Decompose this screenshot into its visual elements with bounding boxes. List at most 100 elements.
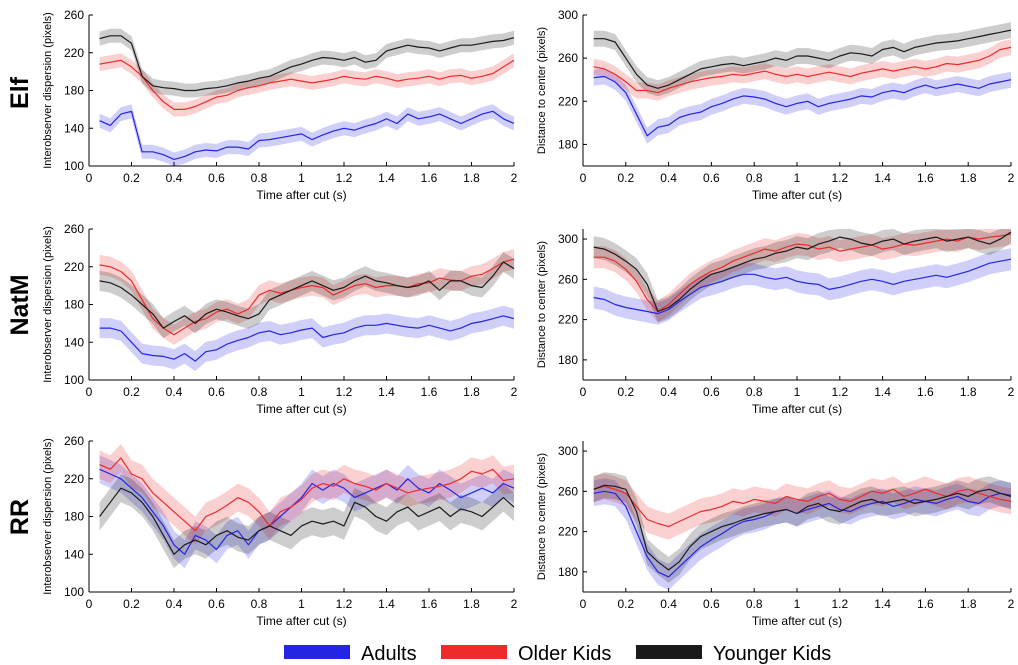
x-tick-label: 0.2 [123,385,140,399]
x-tick-label: 1.2 [336,385,353,399]
x-axis-label: Time after cut (s) [256,188,346,202]
y-tick-label: 260 [64,8,84,22]
y-tick-label: 220 [64,46,84,60]
y-axis-label: Distance to center (pixels) [536,241,548,368]
x-tick-label: 0.4 [660,385,677,399]
x-tick-label: 1.8 [960,385,977,399]
x-tick-label: 1.2 [831,385,848,399]
x-tick-label: 1.4 [378,597,395,611]
x-tick-label: 1.4 [874,385,891,399]
x-axis-label: Time after cut (s) [752,614,842,628]
x-tick-label: 0.4 [660,597,677,611]
y-tick-label: 100 [64,373,84,387]
x-tick-label: 1.6 [421,171,438,185]
band-adults [99,305,514,372]
x-tick-label: 1.6 [421,385,438,399]
x-tick-label: 0.6 [208,597,225,611]
legend-label-older-kids: Older Kids [518,643,611,665]
x-tick-label: 0.8 [746,597,763,611]
x-tick-label: 0 [580,385,587,399]
y-tick-label: 220 [64,472,84,486]
x-tick-label: 1.4 [874,597,891,611]
legend-swatch-younger-kids [636,645,702,659]
y-tick-label: 180 [64,84,84,98]
y-tick-label: 220 [64,260,84,274]
y-tick-label: 220 [558,525,578,539]
y-tick-label: 260 [64,434,84,448]
band-adults [593,248,1011,325]
y-tick-label: 140 [64,547,84,561]
x-tick-label: 0 [86,597,93,611]
x-tick-label: 1 [298,171,305,185]
x-tick-label: 1.4 [378,385,395,399]
series-line-adults [99,468,515,555]
x-tick-label: 0 [86,385,93,399]
x-tick-label: 0.8 [251,597,268,611]
x-tick-label: 2 [511,171,518,185]
series-line-younger-kids [99,261,515,329]
chart-panel-2: 0 0.2 0.4 0.6 0.8 1 1.2 1.4 1.6 1.8 2 180 220 260 300 T… [536,8,1015,202]
y-axis-label: Interobserver dispersion (pixels) [42,12,54,169]
x-tick-label: 0.2 [123,171,140,185]
legend-label-adults: Adults [361,643,417,665]
y-tick-label: 100 [64,159,84,173]
y-tick-label: 260 [558,484,578,498]
y-tick-label: 220 [558,94,578,108]
x-tick-label: 1.8 [960,597,977,611]
x-tick-label: 1.6 [917,385,934,399]
y-tick-label: 180 [558,565,578,579]
x-tick-label: 1 [794,385,801,399]
x-tick-label: 1.2 [336,171,353,185]
chart-panel-6: 0 0.2 0.4 0.6 0.8 1 1.2 1.4 1.6 1.8 2 180 220 260 300 T… [536,441,1015,628]
x-axis-label: Time after cut (s) [256,614,346,628]
x-tick-label: 1 [794,171,801,185]
y-axis-label: Interobserver dispersion (pixels) [42,438,54,595]
band-adults [593,478,1011,590]
series-line-younger-kids [593,231,1012,313]
x-tick-label: 2 [1008,597,1015,611]
x-tick-label: 1.8 [463,597,480,611]
x-tick-label: 0.6 [208,385,225,399]
series-line-younger-kids [593,484,1012,571]
series-line-adults [593,258,1012,315]
x-tick-label: 0.8 [746,171,763,185]
x-tick-label: 0.4 [166,171,183,185]
series-line-adults [99,110,515,160]
x-tick-label: 1.8 [463,171,480,185]
y-tick-label: 180 [558,137,578,151]
y-tick-label: 180 [558,353,578,367]
series-line-older-kids [593,485,1012,528]
series-line-older-kids [99,258,515,336]
y-tick-label: 260 [558,51,578,65]
band-younger-kids [593,22,1011,97]
x-tick-label: 1.4 [378,171,395,185]
row-label-natm: NatM [6,274,34,335]
chart-panel-1: 0 0.2 0.4 0.6 0.8 1 1.2 1.4 1.6 1.8 2 100 140 180 220 2… [42,8,518,202]
x-axis-label: Time after cut (s) [752,402,842,416]
legend-swatch-adults [284,645,350,659]
x-tick-label: 0.4 [660,171,677,185]
x-tick-label: 0.8 [746,385,763,399]
x-tick-label: 2 [1008,171,1015,185]
y-tick-label: 140 [64,335,84,349]
x-tick-label: 0 [86,171,93,185]
x-tick-label: 0.6 [703,171,720,185]
series-line-younger-kids [593,29,1012,89]
series-line-older-kids [99,457,515,532]
x-tick-label: 2 [511,597,518,611]
x-tick-label: 1.2 [336,597,353,611]
row-labels: Elf NatM RR [6,76,34,535]
x-tick-label: 1 [298,385,305,399]
x-axis-label: Time after cut (s) [752,188,842,202]
x-tick-label: 1.4 [874,171,891,185]
x-tick-label: 0.4 [166,385,183,399]
x-tick-label: 0.8 [251,385,268,399]
x-axis-label: Time after cut (s) [256,402,346,416]
series-line-younger-kids [99,487,515,555]
y-tick-label: 180 [64,510,84,524]
series-line-older-kids [593,46,1012,94]
y-tick-label: 260 [558,272,578,286]
band-adults [99,455,514,569]
y-tick-label: 220 [558,313,578,327]
